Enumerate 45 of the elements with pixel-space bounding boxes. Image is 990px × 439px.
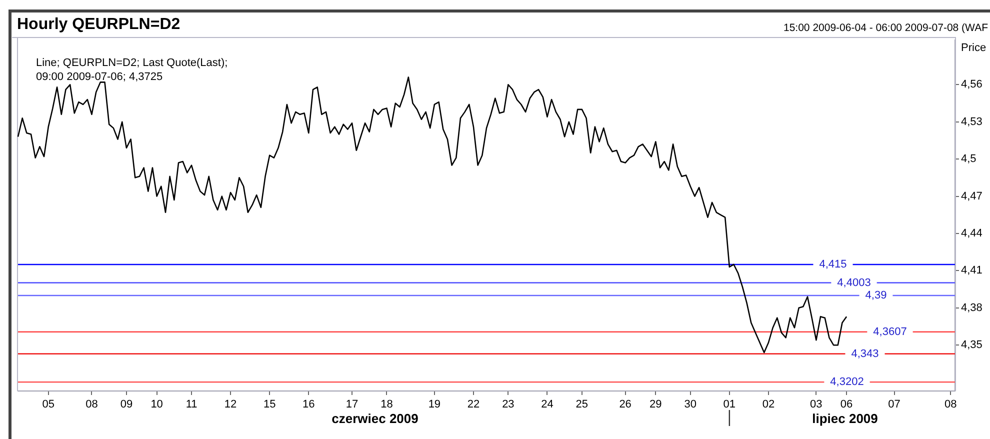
ref-line-label: 4,343 (851, 348, 879, 360)
x-tick-label: 26 (619, 398, 632, 411)
ref-line-label: 4,415 (819, 258, 847, 271)
y-tick-label: 4,44 (961, 228, 982, 240)
y-tick-label: 4,47 (961, 190, 982, 202)
x-tick-label: 02 (762, 398, 775, 411)
x-tick-label: 11 (186, 398, 198, 411)
x-tick-label: 18 (380, 398, 393, 411)
x-tick-label: 01 (723, 398, 736, 411)
y-tick-label: 4,35 (961, 339, 982, 352)
y-tick-label: 4,5 (961, 153, 976, 166)
x-tick-label: 08 (944, 398, 957, 411)
x-tick-label: 15 (263, 398, 276, 411)
x-tick-label: 24 (541, 398, 554, 411)
annotation: Line; QEURPLN=D2; Last Quote(Last); (36, 57, 228, 69)
x-tick-label: 23 (502, 398, 514, 411)
text: czerwiec 2009 (332, 411, 418, 426)
x-tick-label: 06 (840, 398, 853, 411)
ref-line-label: 4,39 (865, 290, 887, 302)
chart-title: Hourly QEURPLN=D2 (17, 16, 180, 33)
x-tick-label: 12 (224, 398, 237, 411)
x-tick-label: 08 (86, 398, 98, 411)
x-tick-label: 29 (650, 398, 662, 411)
x-tick-label: 10 (150, 398, 163, 411)
x-tick-label: 30 (684, 398, 697, 411)
x-tick-label: 19 (428, 398, 441, 411)
text: lipiec 2009 (812, 411, 878, 426)
x-tick-label: 09 (120, 398, 133, 411)
x-tick-label: 16 (302, 398, 315, 411)
annotation: 09:00 2009-07-06; 4,3725 (36, 71, 163, 83)
y-tick-label: 4,41 (961, 264, 982, 277)
x-tick-label: 25 (576, 398, 588, 411)
y-axis-title: Price (961, 42, 986, 54)
ref-line-label: 4,3607 (873, 326, 907, 338)
x-tick-label: 03 (810, 398, 822, 411)
ref-line-label: 4,4003 (837, 276, 871, 289)
y-tick-label: 4,38 (961, 302, 982, 314)
chart-subtitle: 15:00 2009-06-04 - 06:00 2009-07-08 (WAF (784, 22, 988, 34)
y-tick-label: 4,53 (961, 116, 982, 128)
x-tick-label: 17 (346, 398, 358, 411)
x-tick-label: 22 (467, 398, 480, 411)
x-tick-label: 07 (888, 398, 900, 411)
ref-line-label: 4,3202 (830, 376, 864, 388)
x-tick-label: 05 (42, 398, 54, 411)
y-tick-label: 4,56 (961, 78, 982, 91)
